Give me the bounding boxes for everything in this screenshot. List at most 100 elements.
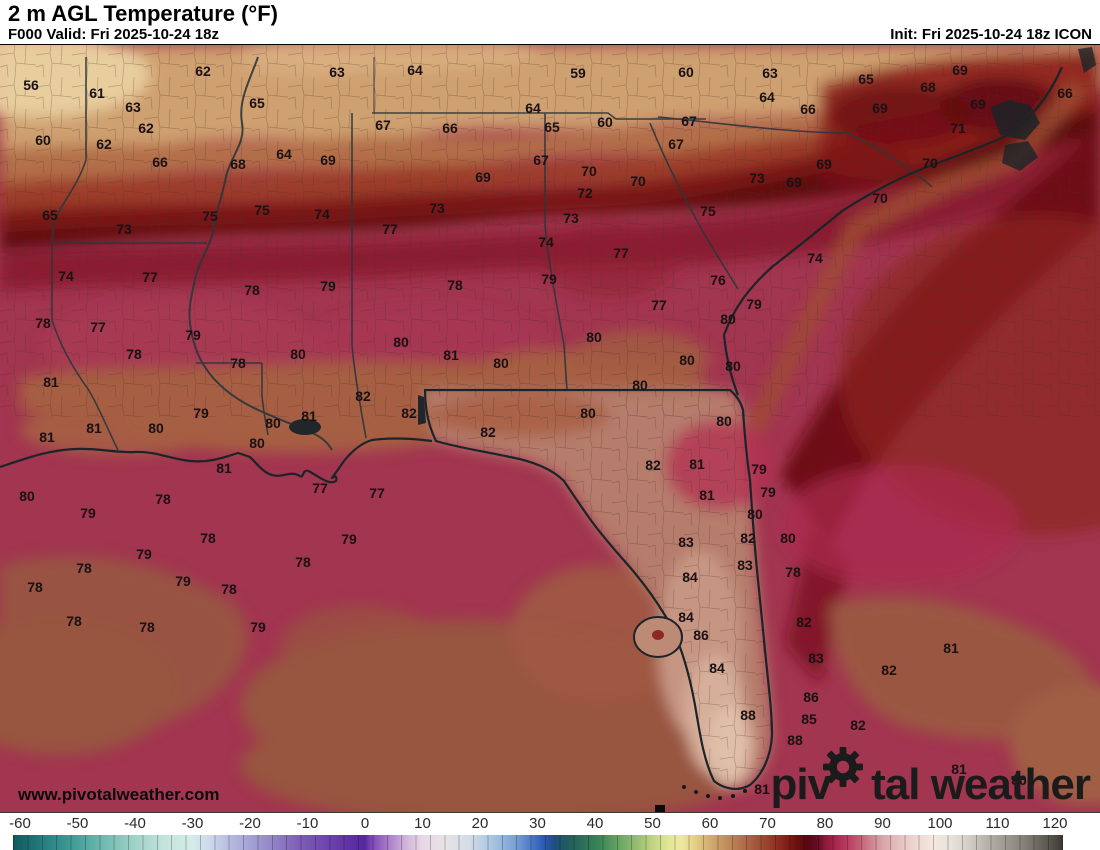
temp-label: 80 bbox=[780, 530, 796, 546]
temp-label: 61 bbox=[89, 85, 105, 101]
colorbar-tick: -30 bbox=[181, 815, 204, 832]
temp-label: 84 bbox=[709, 660, 725, 676]
temp-label: 65 bbox=[858, 71, 874, 87]
temp-label: 67 bbox=[375, 117, 391, 133]
temp-label: 78 bbox=[35, 315, 51, 331]
temp-label: 81 bbox=[699, 487, 715, 503]
colorbar-tick: -40 bbox=[124, 815, 146, 832]
map-area[interactable]: 56 62 63 64 59 60 63 65 69 68 66 61 63 65 64 64 66 69 69 67… bbox=[0, 45, 1100, 812]
temp-label: 79 bbox=[341, 531, 357, 547]
colorbar-tick: 50 bbox=[644, 815, 661, 832]
temp-label: 80 bbox=[393, 334, 409, 350]
temp-label: 67 bbox=[533, 152, 549, 168]
temp-label: 60 bbox=[597, 114, 613, 130]
temp-label: 78 bbox=[230, 355, 246, 371]
temp-label: 66 bbox=[800, 101, 816, 117]
page-title: 2 m AGL Temperature (°F) bbox=[8, 1, 278, 26]
temp-label: 63 bbox=[762, 65, 778, 81]
county-lines bbox=[0, 45, 1100, 789]
temp-label: 88 bbox=[740, 707, 756, 723]
temp-label: 62 bbox=[138, 120, 154, 136]
temp-label: 59 bbox=[570, 65, 586, 81]
temp-label: 82 bbox=[740, 530, 756, 546]
temp-label: 79 bbox=[746, 296, 762, 312]
temp-label: 64 bbox=[276, 146, 292, 162]
temp-label: 81 bbox=[86, 420, 102, 436]
temp-label: 82 bbox=[796, 614, 812, 630]
temp-label: 77 bbox=[369, 485, 385, 501]
temp-label: 78 bbox=[76, 560, 92, 576]
temp-label: 78 bbox=[200, 530, 216, 546]
colorbar-tick: 10 bbox=[414, 815, 431, 832]
temp-label: 78 bbox=[447, 277, 463, 293]
colorbar-tick: 20 bbox=[471, 815, 489, 832]
temp-label: 80 bbox=[580, 405, 596, 421]
temp-label: 80 bbox=[493, 355, 509, 371]
temp-label: 71 bbox=[950, 120, 966, 136]
temp-label: 77 bbox=[90, 319, 106, 335]
temp-label: 84 bbox=[678, 609, 694, 625]
temp-label: 80 bbox=[249, 435, 265, 451]
temp-label: 68 bbox=[230, 156, 246, 172]
temp-label: 81 bbox=[754, 781, 770, 797]
temp-label: 75 bbox=[700, 203, 716, 219]
temp-label: 81 bbox=[951, 761, 967, 777]
temp-label: 82 bbox=[401, 405, 417, 421]
temp-label: 78 bbox=[126, 346, 142, 362]
map-header: 2 m AGL Temperature (°F) F000 Valid: Fri… bbox=[0, 0, 1100, 45]
temp-label: 62 bbox=[195, 63, 211, 79]
temp-label: 80 bbox=[1011, 772, 1027, 788]
colorbar-tick: 60 bbox=[701, 815, 719, 832]
temp-label: 79 bbox=[193, 405, 209, 421]
temp-label: 79 bbox=[80, 505, 96, 521]
temp-label: 86 bbox=[693, 627, 709, 643]
colorbar-tick: -60 bbox=[9, 815, 31, 832]
temp-label: 78 bbox=[27, 579, 43, 595]
temp-label: 77 bbox=[312, 480, 328, 496]
temp-label: 80 bbox=[725, 358, 741, 374]
temp-label: 62 bbox=[96, 136, 112, 152]
colorbar-tick: -20 bbox=[239, 815, 261, 832]
temp-label: 80 bbox=[265, 415, 281, 431]
temp-label: 82 bbox=[645, 457, 661, 473]
temp-label: 78 bbox=[139, 619, 155, 635]
init-time-label: Init: Fri 2025-10-24 18z ICON bbox=[890, 26, 1092, 43]
temp-label: 83 bbox=[737, 557, 753, 573]
temp-label: 82 bbox=[355, 388, 371, 404]
temp-label: 60 bbox=[678, 64, 694, 80]
colorbar-ticks: -60 -50 -40 -30 -20 -10 0 10 20 30 40 50 60 70 80 90 100… bbox=[0, 815, 1100, 833]
temp-label: 86 bbox=[803, 689, 819, 705]
temp-label: 69 bbox=[816, 156, 832, 172]
colorbar-tick: -50 bbox=[66, 815, 89, 832]
temp-label: 84 bbox=[682, 569, 698, 585]
temp-label: 81 bbox=[689, 456, 705, 472]
temp-label: 83 bbox=[678, 534, 694, 550]
temp-label: 70 bbox=[872, 190, 888, 206]
colorbar bbox=[13, 835, 1063, 850]
temp-label: 66 bbox=[1057, 85, 1073, 101]
temp-label: 70 bbox=[922, 155, 938, 171]
colorbar-tick: 100 bbox=[927, 815, 953, 832]
temp-label: 72 bbox=[577, 185, 593, 201]
temp-label: 69 bbox=[970, 96, 986, 112]
temp-label: 74 bbox=[807, 250, 823, 266]
temp-label: 81 bbox=[216, 460, 232, 476]
temp-label: 77 bbox=[382, 221, 398, 237]
temp-label: 82 bbox=[480, 424, 496, 440]
temp-label: 80 bbox=[19, 488, 35, 504]
temp-label: 78 bbox=[785, 564, 801, 580]
temp-label: 69 bbox=[786, 174, 802, 190]
temp-label: 78 bbox=[221, 581, 237, 597]
temp-label: 67 bbox=[668, 136, 684, 152]
colorbar-tick: 120 bbox=[1042, 815, 1068, 832]
colorbar-legend: -60 -50 -40 -30 -20 -10 0 10 20 30 40 50 60 70 80 90 100… bbox=[0, 812, 1100, 850]
temp-label: 83 bbox=[808, 650, 824, 666]
temp-label: 75 bbox=[202, 208, 218, 224]
temp-label: 68 bbox=[920, 79, 936, 95]
temp-label: 77 bbox=[613, 245, 629, 261]
state-borders bbox=[51, 56, 933, 451]
temp-label: 79 bbox=[541, 271, 557, 287]
temp-label: 78 bbox=[295, 554, 311, 570]
temp-label: 80 bbox=[716, 413, 732, 429]
